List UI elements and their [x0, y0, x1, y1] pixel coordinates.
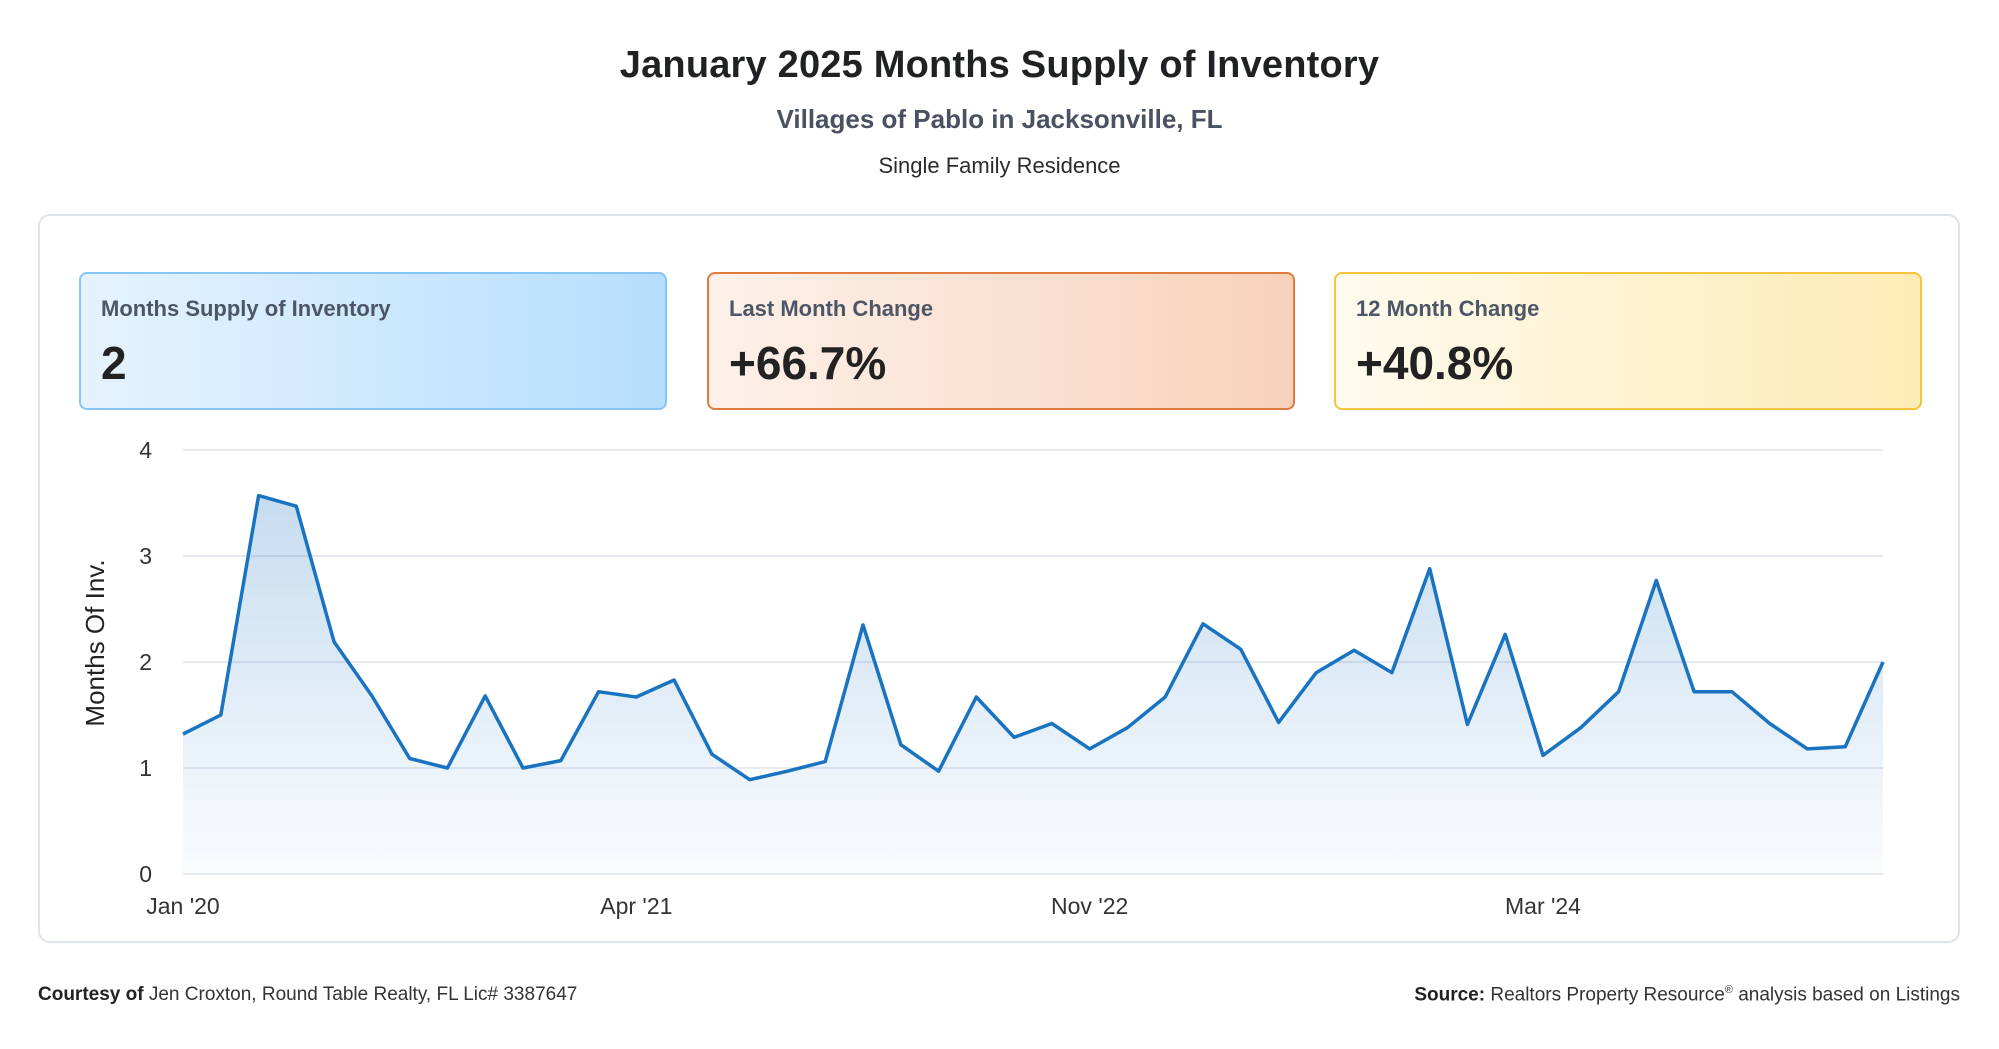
- x-tick-label: Mar '24: [1505, 893, 1581, 919]
- x-tick-label: Jan '20: [146, 893, 219, 919]
- y-tick-label: 2: [139, 649, 152, 675]
- x-tick-label: Apr '21: [600, 893, 672, 919]
- series-area: [183, 496, 1883, 874]
- y-tick-label: 0: [139, 861, 152, 887]
- courtesy-footer: Courtesy of Jen Croxton, Round Table Rea…: [38, 984, 577, 1006]
- registered-mark: ®: [1725, 984, 1733, 996]
- x-tick-label: Nov '22: [1051, 893, 1128, 919]
- courtesy-text: Jen Croxton, Round Table Realty, FL Lic#…: [149, 984, 577, 1005]
- courtesy-label: Courtesy of: [38, 984, 144, 1005]
- source-label: Source:: [1414, 984, 1485, 1005]
- source-footer: Source: Realtors Property Resource® anal…: [1414, 984, 1960, 1006]
- source-text-2: analysis based on Listings: [1738, 984, 1960, 1005]
- line-chart: 0 1 2 3 4 Jan '20 Apr '21 Nov '22 Mar '24 Month…: [0, 0, 1999, 1049]
- source-text: Realtors Property Resource: [1490, 984, 1724, 1005]
- y-tick-label: 3: [139, 543, 152, 569]
- y-axis-label: Months Of Inv.: [80, 559, 110, 726]
- y-tick-label: 1: [139, 755, 152, 781]
- y-tick-label: 4: [139, 437, 152, 463]
